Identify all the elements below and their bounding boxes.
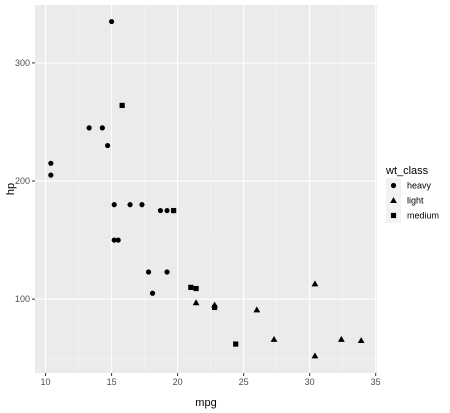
data-point-medium	[171, 207, 177, 214]
data-point-light	[311, 352, 319, 359]
axis-tick-labels: 10 15 20 25 30 35 100 200 300	[15, 58, 381, 387]
x-tick-label: 35	[371, 377, 381, 387]
data-point-light	[253, 306, 261, 313]
y-tick-label: 200	[15, 176, 30, 186]
x-tick-label: 25	[239, 377, 249, 387]
axis-ticks	[32, 62, 377, 376]
legend: wt_class heavy light medium	[385, 165, 439, 223]
y-axis-title: hp	[5, 183, 17, 195]
data-points	[48, 18, 365, 359]
data-point-light	[337, 335, 345, 342]
data-point-heavy	[145, 269, 152, 275]
legend-item-light: light	[386, 193, 424, 208]
data-point-heavy	[164, 269, 170, 275]
data-point-medium	[233, 341, 239, 347]
data-point-light	[270, 335, 278, 342]
data-point-heavy	[164, 207, 170, 214]
legend-items: heavy light medium	[386, 178, 439, 223]
data-point-heavy	[48, 160, 54, 166]
data-point-light	[357, 337, 365, 344]
data-point-heavy	[115, 237, 121, 243]
data-point-heavy	[111, 202, 117, 208]
legend-item-medium: medium	[386, 208, 439, 223]
data-point-heavy	[157, 207, 164, 214]
data-point-light	[311, 280, 319, 287]
data-point-heavy	[149, 290, 156, 296]
grid-minor	[35, 5, 377, 373]
x-tick-label: 10	[41, 377, 51, 387]
data-point-heavy	[139, 202, 145, 208]
grid-major	[35, 5, 377, 373]
data-point-heavy	[99, 125, 105, 131]
legend-title: wt_class	[385, 165, 429, 177]
data-point-heavy	[105, 142, 111, 149]
legend-label: light	[407, 196, 424, 206]
data-point-medium	[193, 285, 199, 292]
x-axis-title: mpg	[195, 397, 216, 409]
legend-label: medium	[407, 211, 439, 221]
data-point-medium	[211, 304, 218, 311]
series-heavy	[48, 18, 170, 296]
legend-key-triangle-icon	[390, 197, 397, 204]
plot-panel	[35, 5, 377, 373]
data-point-heavy	[108, 18, 115, 25]
legend-key-square-icon	[390, 212, 397, 219]
x-tick-label: 20	[173, 377, 183, 387]
data-point-heavy	[86, 125, 92, 131]
data-point-heavy	[111, 237, 117, 243]
legend-key-circle-icon	[390, 182, 397, 189]
legend-item-heavy: heavy	[386, 178, 432, 193]
y-tick-label: 100	[15, 294, 30, 304]
series-medium	[119, 102, 239, 347]
data-point-heavy	[48, 172, 54, 178]
data-point-light	[192, 299, 200, 306]
y-tick-label: 300	[15, 58, 30, 68]
x-tick-label: 15	[107, 377, 117, 387]
legend-label: heavy	[407, 181, 432, 191]
data-point-medium	[188, 284, 194, 290]
data-point-heavy	[127, 202, 133, 208]
x-tick-label: 30	[305, 377, 315, 387]
data-point-medium	[119, 102, 125, 109]
